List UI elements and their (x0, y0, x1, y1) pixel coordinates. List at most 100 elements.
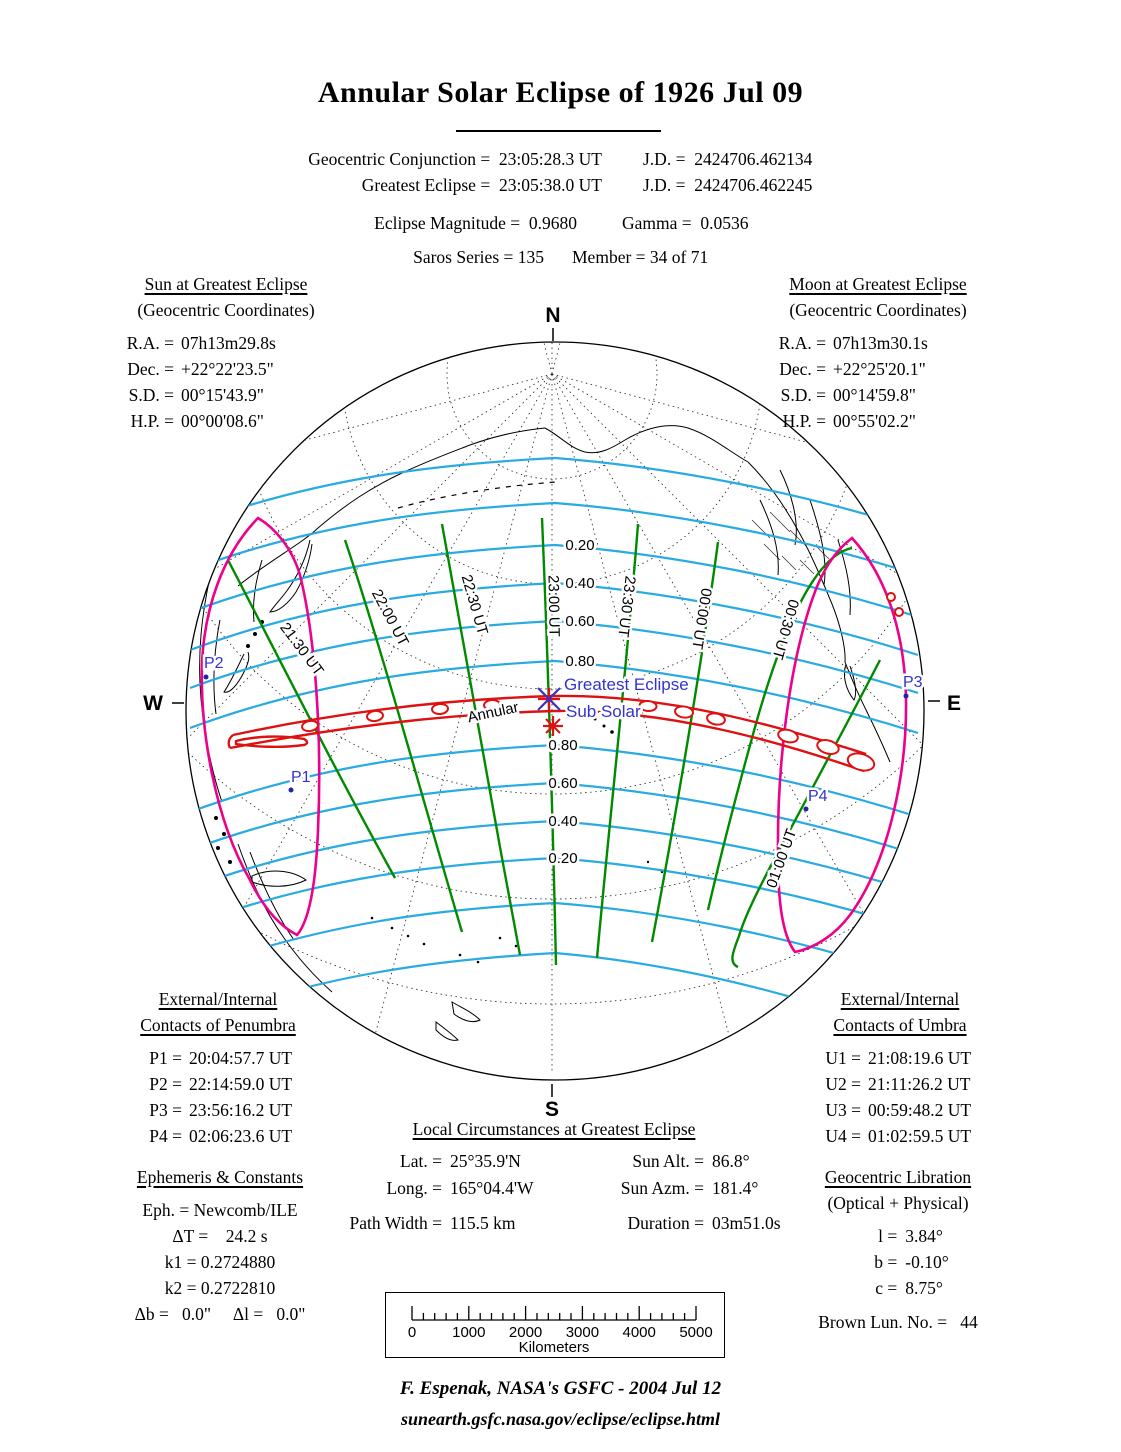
sun-block-subtitle: (Geocentric Coordinates) (137, 300, 315, 320)
compass-labels: N S W E (143, 304, 961, 1121)
moon-sd-label: S.D. = (780, 385, 826, 405)
greatest-eclipse-marker (537, 687, 561, 711)
magnitude-label: 0.20 (548, 850, 577, 867)
scale-bar-ruler: 0 1000 2000 3000 4000 5000 Kilometers (408, 1306, 713, 1356)
libration-c-value: 8.75° (905, 1278, 943, 1298)
scale-tick-label: 3000 (566, 1324, 599, 1341)
libration-l-value: 3.84° (905, 1226, 943, 1246)
contact-point-label: P1 (291, 769, 311, 786)
magnitude-label: 0.60 (565, 613, 594, 630)
u2-time: 21:11:26.2 UT (868, 1074, 971, 1094)
moon-dec-value: +22°25'20.1" (833, 359, 926, 379)
libration-title: Geocentric Libration (824, 1167, 972, 1187)
greatest-eclipse-jd: J.D. = 2424706.462245 (643, 175, 813, 195)
scale-tick-label: 5000 (679, 1324, 712, 1341)
contact-point-labels: P1 P2 P3 P4 (202, 653, 925, 812)
moon-dec-label: Dec. = (779, 359, 826, 379)
title-rule (456, 130, 661, 132)
magnitude-label: 0.80 (565, 653, 594, 670)
sun-azm-label: Sun Azm. = (620, 1178, 704, 1198)
lat-label: Lat. = (400, 1151, 442, 1171)
long-value: 165°04.4'W (450, 1178, 534, 1198)
lat-value: 25°35.9'N (450, 1151, 521, 1171)
sun-block-title: Sun at Greatest Eclipse (144, 274, 308, 294)
p2-label: P2 = (149, 1074, 182, 1094)
scale-tick-labels: 0 1000 2000 3000 4000 5000 Kilometers (408, 1324, 713, 1356)
brown-lunation-number: Brown Lun. No. = 44 (818, 1312, 978, 1332)
libration-b-label: b = (874, 1252, 898, 1272)
sun-dec-value: +22°22'23.5" (181, 359, 274, 379)
moon-ra-label: R.A. = (778, 333, 826, 353)
delta-b-l-values: Δb = 0.0" Δl = 0.0" (134, 1304, 306, 1324)
compass-south-label: S (545, 1098, 559, 1121)
p3-time: 23:56:16.2 UT (189, 1100, 293, 1120)
p1-time: 20:04:57.7 UT (189, 1048, 293, 1068)
sun-outline-symbols (301, 592, 904, 772)
umbra-contacts-block: External/Internal Contacts of Umbra U1 =… (785, 986, 1015, 1149)
ephemeris-source: Eph. = Newcomb/ILE (142, 1200, 298, 1220)
path-width-label: Path Width = (349, 1213, 442, 1233)
u1-label: U1 = (825, 1048, 861, 1068)
libration-b-value: -0.10° (905, 1252, 949, 1272)
u3-time: 00:59:48.2 UT (868, 1100, 972, 1120)
magnitude-label: 0.40 (548, 813, 577, 830)
scale-bar: 0 1000 2000 3000 4000 5000 Kilometers (385, 1292, 725, 1358)
sun-hp-value: 00°00'08.6" (181, 411, 264, 431)
saros-series: Saros Series = 135 (413, 247, 544, 267)
contact-point-dot (288, 787, 294, 793)
contact-point-label: P2 (204, 655, 224, 672)
p4-time: 02:06:23.6 UT (189, 1126, 293, 1146)
ephemeris-block: Ephemeris & Constants Eph. = Newcomb/ILE… (95, 1164, 345, 1327)
compass-west-label: W (143, 692, 163, 715)
k1-value: k1 = 0.2724880 (164, 1252, 276, 1272)
libration-subtitle: (Optical + Physical) (827, 1193, 969, 1213)
source-url: sunearth.gsfc.nasa.gov/eclipse/eclipse.h… (401, 1409, 720, 1429)
moon-hp-value: 00°55'02.2" (833, 411, 916, 431)
sun-dec-label: Dec. = (127, 359, 174, 379)
greatest-eclipse-time: Greatest Eclipse = 23:05:38.0 UT (361, 175, 602, 195)
moon-block-title: Moon at Greatest Eclipse (789, 274, 967, 294)
u1-time: 21:08:19.6 UT (868, 1048, 972, 1068)
p3-label: P3 = (149, 1100, 182, 1120)
umbra-title-line2: Contacts of Umbra (833, 1015, 967, 1035)
p1-label: P1 = (149, 1048, 182, 1068)
contact-point-label: P4 (808, 788, 828, 805)
moon-ra-value: 07h13m30.1s (833, 333, 928, 353)
local-circumstances-block: Local Circumstances at Greatest Eclipse … (330, 1116, 781, 1237)
scale-tick-label: 0 (408, 1324, 416, 1341)
coastlines (199, 399, 891, 1041)
contact-point-dot (203, 674, 209, 680)
duration-value: 03m51.0s (712, 1213, 781, 1233)
delta-t-value: ΔT = 24.2 s (172, 1226, 268, 1246)
sub-solar-label: Sub Solar (566, 702, 641, 721)
sub-solar-marker (543, 716, 563, 736)
sun-data-block: Sun at Greatest Eclipse (Geocentric Coor… (112, 271, 340, 434)
eclipse-magnitude: Eclipse Magnitude = 0.9680 (374, 213, 577, 233)
compass-ticks (172, 328, 940, 1097)
moon-data-block: Moon at Greatest Eclipse (Geocentric Coo… (764, 271, 992, 434)
libration-c-label: c = (875, 1278, 898, 1298)
sun-azm-value: 181.4° (712, 1178, 759, 1198)
greatest-eclipse-label: Greatest Eclipse (564, 675, 689, 694)
p4-label: P4 = (149, 1126, 182, 1146)
local-circumstances-title: Local Circumstances at Greatest Eclipse (412, 1119, 696, 1139)
path-width-value: 115.5 km (450, 1213, 516, 1233)
conjunction-jd: J.D. = 2424706.462134 (643, 149, 813, 169)
u4-time: 01:02:59.5 UT (868, 1126, 972, 1146)
ephemeris-title: Ephemeris & Constants (136, 1167, 304, 1187)
sun-alt-label: Sun Alt. = (632, 1151, 704, 1171)
gamma-value: Gamma = 0.0536 (622, 213, 749, 233)
credit-line: F. Espenak, NASA's GSFC - 2004 Jul 12 (399, 1378, 722, 1399)
globe-outline (185, 341, 925, 1081)
magnitude-label: 0.60 (548, 775, 577, 792)
moon-sd-value: 00°14'59.8" (833, 385, 916, 405)
k2-value: k2 = 0.2722810 (164, 1278, 276, 1298)
duration-label: Duration = (627, 1213, 704, 1233)
compass-east-label: E (947, 692, 961, 715)
u3-label: U3 = (825, 1100, 861, 1120)
globe-annotations: Greatest Eclipse Sub Solar (562, 673, 692, 724)
compass-north-label: N (545, 304, 560, 327)
penumbra-title-line2: Contacts of Penumbra (140, 1015, 296, 1035)
